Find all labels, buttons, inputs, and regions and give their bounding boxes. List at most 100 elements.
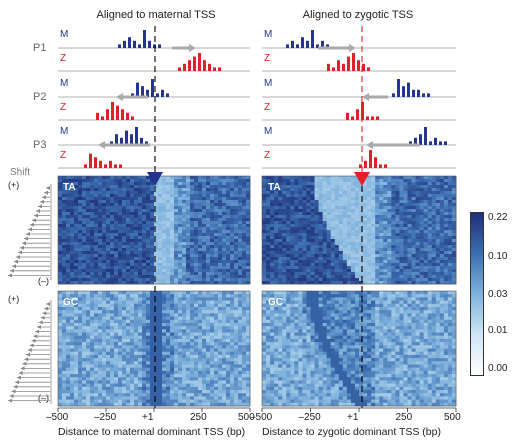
heatmap-cell — [210, 182, 215, 186]
heatmap-cell — [194, 188, 199, 192]
heatmap-cell — [142, 361, 147, 365]
heatmap-cell — [230, 197, 235, 201]
heatmap-cell — [178, 182, 183, 186]
heatmap-cell — [198, 367, 203, 372]
heatmap-cell — [226, 358, 231, 362]
heatmap-cell — [391, 248, 396, 252]
heatmap-cell — [334, 203, 340, 207]
heatmap-cell — [86, 358, 91, 362]
heatmap-cell — [62, 351, 67, 356]
heatmap-cell — [242, 338, 247, 343]
heatmap-cell — [286, 212, 291, 216]
heatmap-cell — [106, 239, 111, 243]
heatmap-cell — [210, 263, 215, 267]
heatmap-cell — [178, 348, 183, 353]
heatmap-cell — [326, 239, 332, 243]
heatmap-cell — [246, 351, 251, 356]
heatmap-cell — [58, 242, 63, 246]
heatmap-cell — [286, 197, 291, 201]
heatmap-cell — [214, 326, 219, 330]
heatmap-cell — [226, 319, 231, 324]
heatmap-cell — [403, 188, 408, 192]
heatmap-cell — [162, 191, 167, 195]
heatmap-cell — [375, 248, 380, 252]
heatmap-cell — [182, 294, 187, 298]
heatmap-cell — [391, 179, 396, 183]
heatmap-cell — [338, 278, 344, 282]
heatmap-cell — [186, 319, 191, 324]
heatmap-cell — [142, 212, 147, 216]
heatmap-cell — [122, 278, 127, 282]
heatmap-cell — [310, 191, 315, 195]
heatmap-cell — [359, 227, 364, 231]
heatmap-cell — [158, 310, 163, 314]
heatmap-cell — [350, 194, 356, 198]
heatmap-cell — [367, 248, 372, 252]
heatmap-cell — [162, 278, 167, 282]
heatmap-cell — [110, 348, 115, 353]
heatmap-cell — [58, 351, 63, 356]
heatmap-cell — [270, 272, 275, 276]
heatmap-cell — [246, 254, 251, 258]
heatmap-cell — [66, 361, 71, 365]
heatmap-cell — [399, 212, 404, 216]
heatmap-cell — [218, 266, 223, 270]
heatmap-cell — [74, 310, 79, 314]
heatmap-cell — [110, 310, 115, 314]
heatmap-cell — [234, 197, 239, 201]
heatmap-cell — [74, 313, 79, 317]
heatmap-cell — [387, 218, 392, 222]
heatmap-cell — [114, 176, 119, 180]
heatmap-cell — [439, 242, 445, 246]
heatmap-cell — [286, 245, 291, 249]
heatmap-cell — [238, 367, 243, 372]
heatmap-cell — [78, 239, 83, 243]
heatmap-cell — [142, 348, 147, 353]
heatmap-cell — [178, 335, 183, 340]
heatmap-cell — [142, 370, 147, 375]
heatmap-cell — [110, 233, 115, 237]
heatmap-cell — [290, 275, 295, 279]
heatmap-cell — [162, 257, 167, 261]
heatmap-cell — [395, 200, 400, 204]
heatmap-cell — [90, 182, 95, 186]
heatmap-cell — [234, 266, 239, 270]
heatmap-cell — [310, 218, 315, 222]
heatmap-cell — [86, 351, 91, 356]
heatmap-cell — [202, 227, 207, 231]
heatmap-cell — [371, 215, 376, 219]
heatmap-cell — [350, 212, 356, 216]
heatmap-cell — [354, 215, 360, 219]
heatmap-cell — [234, 248, 239, 252]
heatmap-cell — [122, 260, 127, 264]
heatmap-cell — [206, 227, 211, 231]
heatmap-cell — [126, 251, 131, 255]
heatmap-cell — [90, 230, 95, 234]
heatmap-cell — [110, 212, 115, 216]
heatmap-cell — [354, 245, 360, 249]
heatmap-cell — [439, 182, 445, 186]
heatmap-cell — [447, 257, 453, 261]
heatmap-cell — [423, 233, 429, 237]
heatmap-cell — [90, 358, 95, 362]
heatmap-cell — [138, 364, 143, 369]
heatmap-cell — [166, 212, 171, 216]
heatmap-cell — [278, 260, 283, 264]
heatmap-cell — [78, 263, 83, 267]
heatmap-cell — [379, 191, 384, 195]
heatmap-cell — [294, 221, 299, 225]
heatmap-cell — [230, 319, 235, 324]
heatmap-cell — [371, 203, 376, 207]
heatmap-cell — [186, 300, 191, 305]
heatmap-cell — [154, 206, 159, 210]
heatmap-cell — [70, 254, 75, 258]
heatmap-cell — [134, 206, 139, 210]
heatmap-cell — [130, 218, 135, 222]
heatmap-cell — [114, 335, 119, 340]
heatmap-cell — [74, 338, 79, 343]
heatmap-cell — [266, 230, 271, 234]
heatmap-cell — [114, 230, 119, 234]
heatmap-cell — [182, 257, 187, 261]
heatmap-cell — [270, 176, 275, 180]
track-label-z: Z — [264, 53, 271, 64]
